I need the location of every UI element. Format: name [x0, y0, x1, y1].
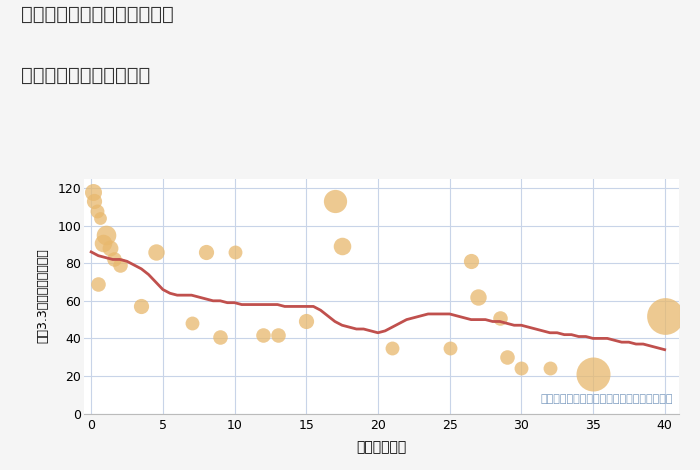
Point	[337, 243, 348, 250]
Point	[97, 239, 108, 246]
Text: 愛知県名古屋市港区大江町の: 愛知県名古屋市港区大江町の	[21, 5, 174, 24]
Point	[272, 331, 284, 338]
Point	[386, 344, 398, 352]
Point	[136, 303, 147, 310]
Point	[329, 197, 340, 205]
Point	[300, 318, 312, 325]
Point	[229, 248, 240, 256]
Point	[94, 214, 106, 222]
Point	[494, 314, 505, 321]
Point	[104, 244, 116, 252]
Point	[92, 280, 104, 288]
Point	[258, 331, 269, 338]
Point	[466, 258, 477, 265]
Text: 円の大きさは、取引のあった物件面積を示す: 円の大きさは、取引のあった物件面積を示す	[540, 394, 673, 404]
Text: 築年数別中古戸建て価格: 築年数別中古戸建て価格	[21, 66, 150, 85]
Point	[87, 188, 98, 196]
Point	[200, 248, 211, 256]
Y-axis label: 坪（3.3㎡）単価（万円）: 坪（3.3㎡）単価（万円）	[36, 249, 49, 344]
X-axis label: 築年数（年）: 築年数（年）	[356, 440, 407, 454]
Point	[444, 344, 455, 352]
Point	[215, 333, 226, 340]
Point	[88, 197, 99, 205]
Point	[501, 353, 512, 361]
Point	[587, 370, 598, 378]
Point	[516, 365, 527, 372]
Point	[150, 248, 161, 256]
Point	[91, 207, 102, 214]
Point	[114, 261, 125, 269]
Point	[473, 293, 484, 301]
Point	[108, 256, 120, 263]
Point	[186, 320, 197, 327]
Point	[545, 365, 556, 372]
Point	[659, 312, 671, 320]
Point	[100, 231, 111, 239]
